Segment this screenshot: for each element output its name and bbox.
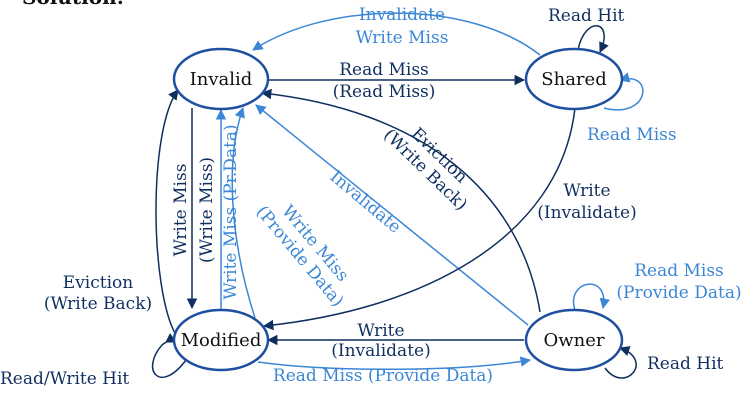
label-owner-modified-1: Write	[357, 321, 404, 341]
label-shared-invalid-2: Write Miss	[356, 28, 449, 48]
state-modified-label: Modified	[181, 330, 262, 351]
state-owner-label: Owner	[543, 330, 604, 351]
edge-owner-to-invalid-invalidate	[255, 104, 529, 326]
edge-modified-self	[151, 333, 187, 379]
label-invalid-modified-1: Write Miss	[171, 164, 191, 257]
label-owner-read-hit: Read Hit	[647, 354, 724, 374]
edge-owner-read-miss	[572, 283, 610, 311]
state-shared: Shared	[524, 47, 624, 111]
label-owner-invalid-invalidate: Invalidate	[326, 167, 405, 238]
edge-owner-to-invalid-eviction	[260, 88, 541, 313]
label-invalid-modified-2: (Write Miss)	[197, 157, 217, 263]
label-owner-modified-2: (Invalidate)	[331, 341, 430, 361]
label-shared-invalid-1: Invalidate	[359, 5, 445, 25]
state-shared-label: Shared	[541, 69, 606, 90]
label-modified-invalid-eviction-1: Eviction	[63, 273, 133, 293]
edge-modified-to-owner	[257, 356, 532, 371]
label-shared-read-hit: Read Hit	[548, 6, 625, 26]
label-modified-invalid-eviction-2: (Write Back)	[44, 294, 152, 314]
edge-shared-to-invalid	[252, 12, 541, 56]
edge-modified-to-invalid-provide	[231, 107, 256, 319]
state-modified: Modified	[172, 308, 270, 372]
label-owner-read-miss-1: Read Miss	[634, 261, 724, 281]
label-modified-owner: Read Miss (Provide Data)	[273, 366, 493, 386]
state-invalid-label: Invalid	[190, 69, 253, 90]
label-shared-modified-2: (Invalidate)	[537, 203, 636, 223]
edge-shared-read-hit	[577, 25, 609, 53]
cut-header: Solution:	[22, 0, 124, 9]
state-owner: Owner	[524, 308, 624, 372]
label-shared-modified-1: Write	[563, 181, 610, 201]
edge-owner-read-hit	[604, 346, 637, 379]
edge-modified-to-invalid-eviction	[155, 89, 179, 336]
state-invalid: Invalid	[172, 47, 270, 111]
label-modified-self: Read/Write Hit	[0, 369, 129, 389]
label-modified-invalid-pr: Write Miss (Pr.Data)	[221, 124, 241, 299]
label-shared-read-miss: Read Miss	[587, 125, 677, 145]
edge-shared-to-modified	[262, 107, 576, 331]
edge-shared-read-miss	[603, 72, 644, 111]
label-owner-read-miss-2: (Provide Data)	[616, 283, 741, 303]
label-invalid-shared-2: (Read Miss)	[333, 82, 436, 102]
label-invalid-shared-1: Read Miss	[339, 60, 429, 80]
